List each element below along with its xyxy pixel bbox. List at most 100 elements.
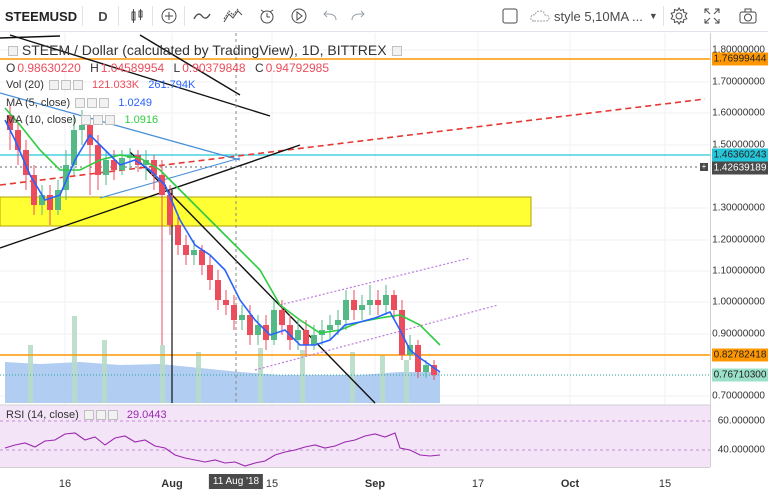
ma5-legend: MA (5, close) 1.0249 bbox=[6, 97, 152, 109]
candle-body bbox=[15, 130, 21, 150]
price-badge-crosshair: 1.42639189 bbox=[712, 161, 768, 175]
high-label: H bbox=[90, 61, 99, 75]
low-value: 0.90379848 bbox=[182, 61, 246, 75]
legend-eye[interactable] bbox=[81, 115, 92, 126]
candle-body bbox=[415, 345, 421, 372]
rsi-pane-bg bbox=[0, 405, 710, 467]
price-badge-support: 0.82782418 bbox=[712, 348, 768, 362]
templates-icon[interactable] bbox=[218, 0, 248, 32]
indicators-icon[interactable] bbox=[188, 0, 216, 32]
candle-body bbox=[279, 310, 285, 325]
support-zone bbox=[0, 196, 532, 227]
price-tick: 1.20000000 bbox=[712, 234, 765, 246]
replay-icon[interactable] bbox=[284, 0, 314, 32]
legend-settings[interactable] bbox=[93, 115, 104, 126]
candle-body bbox=[343, 300, 349, 320]
candle-body bbox=[79, 125, 85, 130]
volume-label: Vol (20) bbox=[6, 79, 44, 91]
candle-body bbox=[23, 150, 29, 175]
candle-body bbox=[39, 195, 45, 205]
gear-icon[interactable] bbox=[666, 0, 692, 32]
volume-bars bbox=[28, 316, 409, 403]
price-tick: 1.60000000 bbox=[712, 107, 765, 119]
candle-body bbox=[7, 115, 13, 130]
volume-area bbox=[5, 362, 440, 403]
legend-eye[interactable] bbox=[48, 80, 59, 91]
legend-settings[interactable] bbox=[392, 46, 403, 57]
crosshair-plus-icon[interactable]: + bbox=[700, 162, 708, 171]
price-chart[interactable] bbox=[0, 33, 710, 467]
time-axis[interactable]: 16 Aug 15 Sep 17 Oct 15 11 Aug '18 bbox=[0, 467, 710, 499]
candle-body bbox=[311, 335, 317, 345]
top-toolbar: STEEMUSD D style 5,10MA ... ▼ bbox=[0, 0, 768, 32]
trendline-black-3 bbox=[129, 151, 376, 404]
price-tick: 1.70000000 bbox=[712, 76, 765, 88]
trendline-black-5 bbox=[0, 35, 61, 39]
candle-body bbox=[335, 320, 341, 325]
legend-eye[interactable] bbox=[83, 410, 94, 421]
candle-body bbox=[215, 280, 221, 300]
volume-legend: Vol (20) 121.033K 261.794K bbox=[6, 79, 195, 91]
candle-body bbox=[207, 265, 213, 280]
chevron-down-icon: ▼ bbox=[648, 11, 658, 21]
candle-body bbox=[175, 225, 181, 245]
interval-selector[interactable]: D bbox=[98, 8, 108, 24]
ma5-value: 1.0249 bbox=[118, 97, 152, 109]
ma10-value: 1.0916 bbox=[124, 114, 159, 126]
price-tick: 1.10000000 bbox=[712, 265, 765, 277]
divider bbox=[118, 6, 119, 26]
channel-upper bbox=[279, 257, 471, 306]
divider bbox=[184, 6, 185, 26]
legend-close[interactable] bbox=[105, 115, 116, 126]
undo-icon[interactable] bbox=[316, 0, 344, 32]
fullscreen-icon[interactable] bbox=[698, 0, 726, 32]
price-axis[interactable]: 1.80000000 1.70000000 1.60000000 1.50000… bbox=[710, 33, 768, 403]
redo-icon[interactable] bbox=[344, 0, 372, 32]
low-label: L bbox=[173, 61, 181, 75]
candle-body bbox=[55, 190, 61, 210]
candle-body bbox=[255, 325, 261, 335]
candle-body bbox=[263, 325, 269, 340]
candle-body bbox=[375, 300, 381, 305]
time-tick: Oct bbox=[560, 478, 580, 490]
cloud-icon bbox=[530, 10, 550, 22]
candle-body bbox=[71, 130, 77, 165]
candle-body bbox=[31, 175, 37, 205]
legend-settings[interactable] bbox=[87, 98, 98, 109]
legend-eye[interactable] bbox=[75, 98, 86, 109]
style-selector[interactable]: style 5,10MA ... ▼ bbox=[530, 0, 660, 32]
candle-body bbox=[239, 315, 245, 320]
close-value: 0.94792985 bbox=[265, 61, 330, 75]
legend-settings[interactable] bbox=[95, 410, 106, 421]
time-tick: 15 bbox=[265, 478, 279, 490]
time-tick: 17 bbox=[471, 478, 485, 490]
collapse-toggle[interactable] bbox=[8, 46, 18, 57]
candle-body bbox=[359, 305, 365, 310]
layout-square-icon[interactable] bbox=[497, 0, 523, 32]
candle-body bbox=[151, 160, 157, 175]
candle-body bbox=[287, 325, 293, 340]
price-tick: 0.90000000 bbox=[712, 328, 765, 340]
legend-close[interactable] bbox=[99, 98, 110, 109]
legend-close[interactable] bbox=[107, 410, 118, 421]
ohlc-legend: O 0.98630220 H 1.04589954 L 0.90379848 C 0.9… bbox=[6, 61, 329, 75]
volume-ma-value: 261.794K bbox=[148, 79, 196, 91]
legend-settings[interactable] bbox=[60, 80, 71, 91]
legend-close[interactable] bbox=[72, 80, 83, 91]
candle-body bbox=[183, 245, 189, 255]
symbol-search[interactable]: STEEMUSD bbox=[4, 8, 78, 24]
rsi-label: RSI (14, close) bbox=[6, 409, 79, 421]
alert-clock-icon[interactable] bbox=[252, 0, 282, 32]
candle-body bbox=[167, 195, 173, 225]
ma10-legend: MA (10, close) 1.0916 bbox=[6, 114, 158, 126]
price-badge-last: 0.76710300 bbox=[712, 368, 768, 382]
rsi-axis[interactable]: 60.000000 40.000000 bbox=[710, 403, 768, 467]
camera-icon[interactable] bbox=[734, 0, 762, 32]
candles-icon[interactable] bbox=[122, 0, 152, 32]
candle-body bbox=[135, 155, 141, 165]
trendline-black-1 bbox=[0, 144, 301, 249]
candle-body bbox=[159, 175, 165, 195]
add-compare-icon[interactable] bbox=[156, 0, 182, 32]
candle-body bbox=[351, 300, 357, 310]
trendline-black-4 bbox=[139, 34, 241, 96]
